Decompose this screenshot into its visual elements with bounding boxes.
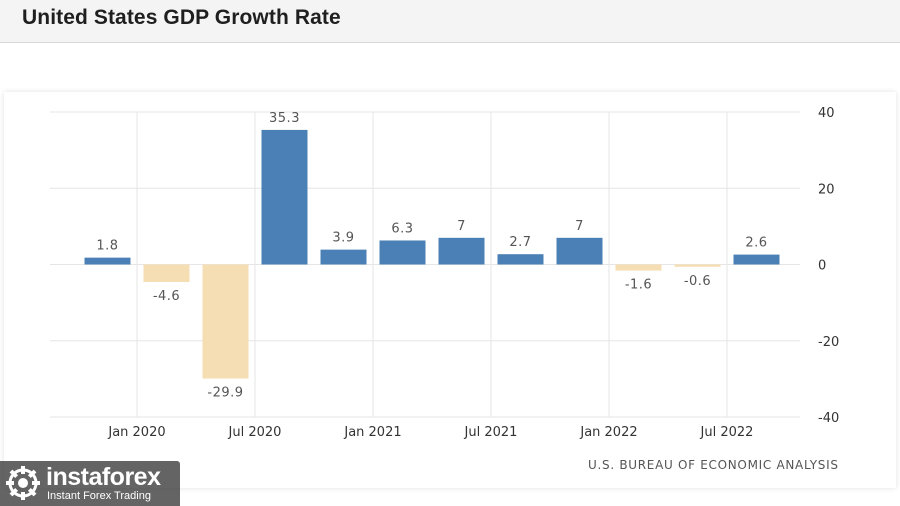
y-tick-label: 0 — [818, 259, 826, 274]
bar[interactable] — [497, 254, 544, 265]
bar[interactable] — [556, 237, 603, 265]
instaforex-watermark[interactable]: instaforex Instant Forex Trading — [0, 461, 180, 506]
data-label: 1.8 — [96, 239, 118, 254]
data-label: 6.3 — [391, 221, 413, 236]
data-label: 2.6 — [745, 236, 767, 251]
bar[interactable] — [143, 264, 190, 283]
x-tick-label: Jan 2020 — [107, 425, 165, 440]
page-title: United States GDP Growth Rate — [22, 6, 341, 29]
data-label: 35.3 — [269, 111, 300, 126]
watermark-brand: instaforex — [46, 463, 161, 491]
x-tick-label: Jul 2020 — [228, 425, 282, 440]
data-label: -4.6 — [153, 289, 180, 304]
bar[interactable] — [615, 264, 662, 271]
bar[interactable] — [261, 129, 308, 265]
bar[interactable] — [84, 257, 131, 265]
instaforex-logo-icon — [6, 466, 40, 500]
bar[interactable] — [320, 249, 367, 265]
x-tick-label: Jan 2022 — [579, 425, 637, 440]
y-tick-label: -20 — [818, 335, 839, 350]
chart-panel — [4, 92, 896, 488]
data-label: 7 — [457, 219, 466, 234]
y-tick-label: 40 — [818, 106, 835, 121]
x-tick-label: Jan 2021 — [343, 425, 401, 440]
watermark-tagline: Instant Forex Trading — [47, 490, 151, 502]
x-tick-label: Jul 2021 — [464, 425, 518, 440]
x-tick-label: Jul 2022 — [700, 425, 754, 440]
data-label: 7 — [575, 219, 584, 234]
header-bar: United States GDP Growth Rate — [0, 0, 900, 43]
y-tick-label: -40 — [818, 411, 839, 426]
data-label: -29.9 — [207, 385, 243, 400]
bar-layer — [84, 129, 780, 379]
data-label: 3.9 — [332, 231, 354, 246]
bar[interactable] — [674, 264, 721, 267]
bar[interactable] — [379, 240, 426, 265]
source-label: U.S. BUREAU OF ECONOMIC ANALYSIS — [588, 458, 839, 472]
data-label: -0.6 — [684, 274, 711, 289]
y-tick-label: 20 — [818, 182, 835, 197]
bar[interactable] — [733, 254, 780, 265]
data-label: -1.6 — [625, 278, 652, 293]
axis-layer: 40 20 0 -20 -40 Jan 2020 Jul 2020 Jan 2021 Jul 2… — [107, 106, 839, 440]
data-label: 2.7 — [509, 235, 531, 250]
bar[interactable] — [202, 264, 249, 379]
bar[interactable] — [438, 237, 485, 265]
data-label-layer: 1.8 -4.6 -29.9 35.3 3.9 6.3 7 2.7 7 -1.6 -0.6 2.6 — [96, 111, 767, 401]
